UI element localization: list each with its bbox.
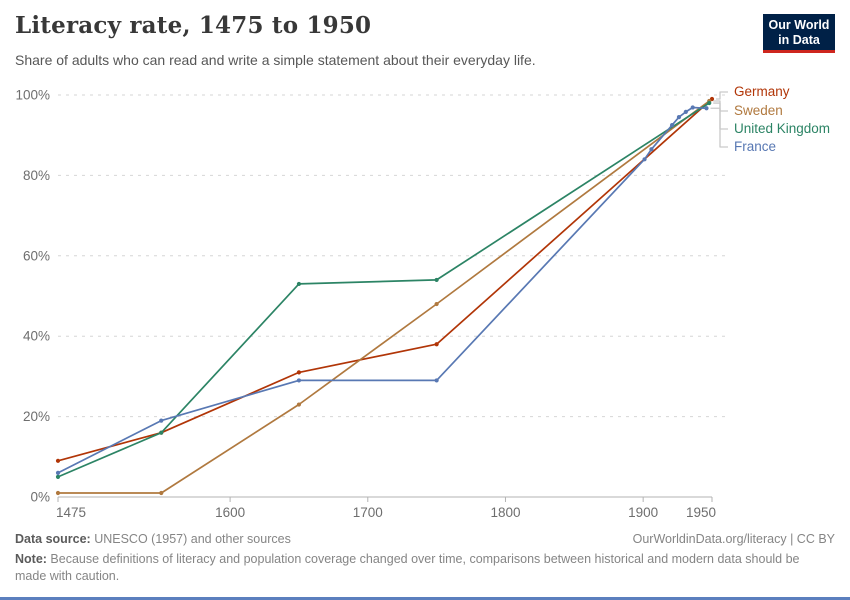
bottom-border-bar [0, 597, 850, 600]
data-source-text: UNESCO (1957) and other sources [90, 532, 291, 546]
data-point[interactable] [704, 106, 709, 111]
data-point[interactable] [434, 342, 439, 347]
line-chart[interactable]: 0% 20% 40% 60% 80% 100% 1475 1600 1700 1800 1900 19… [0, 85, 850, 530]
footnote-label: Note: [15, 552, 47, 566]
owid-logo[interactable]: Our World in Data [763, 14, 835, 53]
data-point[interactable] [434, 378, 439, 383]
data-point[interactable] [296, 402, 302, 407]
data-point[interactable] [683, 109, 688, 114]
y-tick-label: 100% [15, 88, 50, 103]
data-point[interactable] [707, 100, 712, 106]
legend-label-germany[interactable]: Germany [734, 84, 790, 99]
line-united-kingdom[interactable] [57, 102, 711, 478]
line-france[interactable] [57, 106, 708, 474]
data-point[interactable] [55, 474, 61, 479]
x-tick-label: 1950 [686, 505, 716, 520]
page-title: Literacy rate, 1475 to 1950 [15, 12, 372, 39]
data-point[interactable] [434, 301, 439, 307]
data-point[interactable] [649, 147, 654, 152]
line-germany[interactable] [57, 98, 713, 462]
data-point[interactable] [676, 115, 682, 120]
x-tick-label: 1900 [628, 505, 658, 520]
footer-row: Data source: UNESCO (1957) and other sou… [15, 532, 835, 546]
x-tick-label: 1700 [353, 505, 383, 520]
legend-label-united-kingdom[interactable]: United Kingdom [734, 121, 831, 136]
data-point[interactable] [159, 430, 164, 435]
data-point[interactable] [296, 281, 302, 287]
x-tick-label: 1800 [490, 505, 520, 520]
legend-leader-line [716, 91, 728, 100]
y-tick-label: 20% [23, 409, 50, 424]
data-point[interactable] [159, 418, 164, 423]
footnote-text: Because definitions of literacy and popu… [15, 552, 800, 583]
legend-label-sweden[interactable]: Sweden [734, 103, 783, 118]
data-point[interactable] [296, 370, 302, 375]
legend-label-france[interactable]: France [734, 139, 777, 154]
data-point[interactable] [296, 378, 302, 383]
data-source: Data source: UNESCO (1957) and other sou… [15, 532, 291, 546]
y-tick-label: 60% [23, 248, 50, 263]
y-tick-label: 0% [30, 490, 50, 505]
data-point[interactable] [669, 123, 675, 128]
chart-subtitle: Share of adults who can read and write a… [15, 52, 536, 68]
y-tick-label: 80% [23, 168, 50, 183]
data-point[interactable] [55, 458, 61, 463]
owid-logo-line2: in Data [778, 33, 820, 47]
y-tick-label: 40% [23, 329, 50, 344]
license-link[interactable]: OurWorldinData.org/literacy | CC BY [632, 532, 835, 546]
data-point[interactable] [159, 490, 164, 496]
data-point[interactable] [642, 157, 647, 162]
data-source-label: Data source: [15, 532, 91, 546]
data-point[interactable] [690, 105, 695, 110]
x-tick-label: 1475 [56, 505, 86, 520]
data-point[interactable] [55, 490, 61, 496]
x-tick-label: 1600 [215, 505, 245, 520]
data-point[interactable] [434, 277, 439, 283]
footnote: Note: Because definitions of literacy an… [15, 551, 815, 585]
data-point[interactable] [55, 470, 61, 475]
owid-logo-line1: Our World [768, 18, 830, 32]
legend-leader-line [710, 107, 728, 148]
owid-logo-stripe [763, 50, 835, 53]
